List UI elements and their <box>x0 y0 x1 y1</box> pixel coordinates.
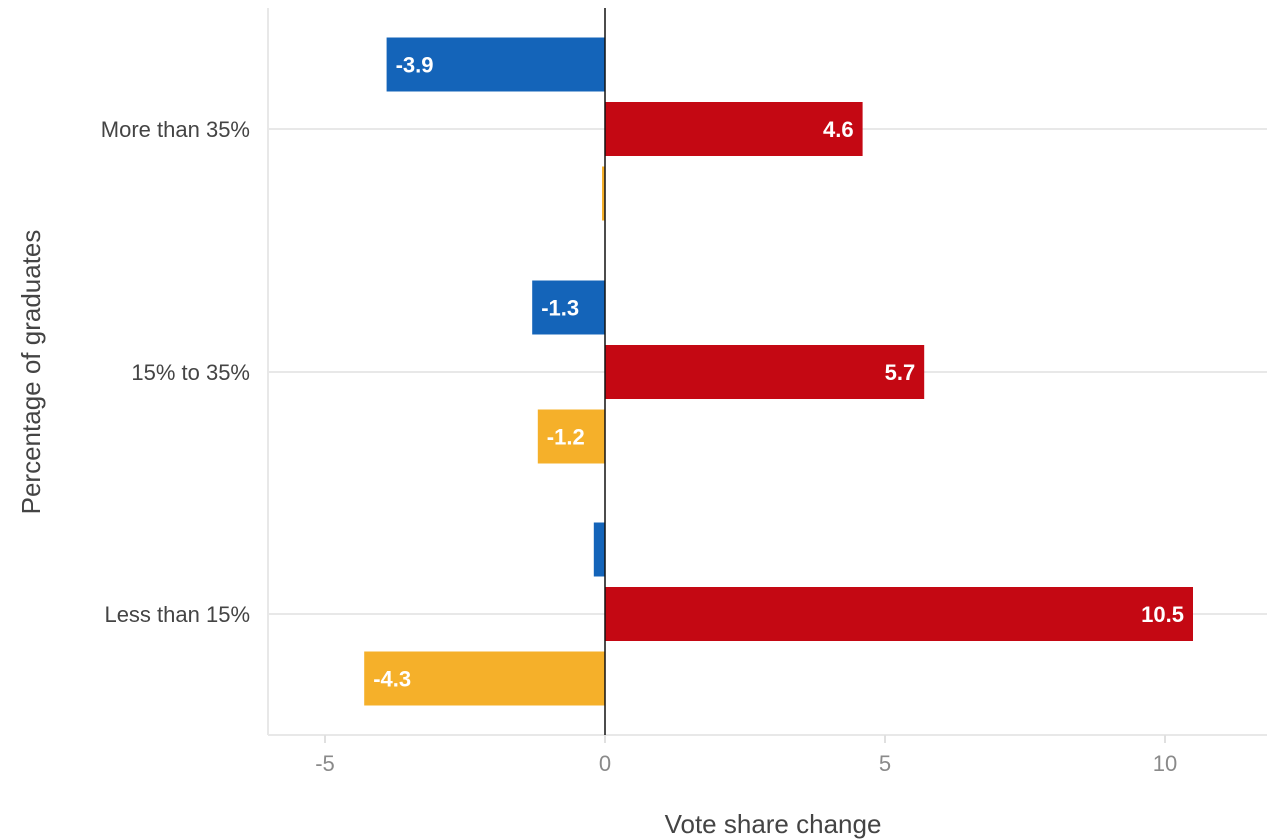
bar-data-label: -1.3 <box>541 296 579 321</box>
bar <box>605 102 863 156</box>
bar-data-label: -1.2 <box>547 425 585 450</box>
category-label: 15% to 35% <box>131 360 250 385</box>
x-tick-label: 5 <box>879 751 891 776</box>
bar-data-label: -4.3 <box>373 667 411 692</box>
x-tick-label: 10 <box>1153 751 1177 776</box>
bar-data-label: 5.7 <box>885 360 916 385</box>
bar-data-label: 4.6 <box>823 117 854 142</box>
category-label: More than 35% <box>101 117 250 142</box>
bar <box>386 37 605 92</box>
bar <box>364 651 605 706</box>
bar <box>532 280 605 335</box>
bar <box>605 345 925 399</box>
y-axis-title: Percentage of graduates <box>16 230 46 515</box>
x-tick-label: 0 <box>599 751 611 776</box>
bar <box>593 522 605 577</box>
bar-layer <box>364 37 1193 706</box>
axis-layer: -5 0 5 10 More than 35% 15% to 35% Less than 1… <box>101 117 1177 776</box>
category-label: Less than 15% <box>104 602 250 627</box>
bar <box>602 166 605 221</box>
x-axis-title: Vote share change <box>665 809 882 839</box>
bar <box>537 409 605 464</box>
label-layer: -3.9 -1.3 4.6 5.7 10.5 -1.2 -4.3 <box>373 8 1184 735</box>
bar <box>605 587 1193 641</box>
x-tick-label: -5 <box>315 751 335 776</box>
bar-data-label: 10.5 <box>1141 602 1184 627</box>
bar-data-label: -3.9 <box>396 53 434 78</box>
